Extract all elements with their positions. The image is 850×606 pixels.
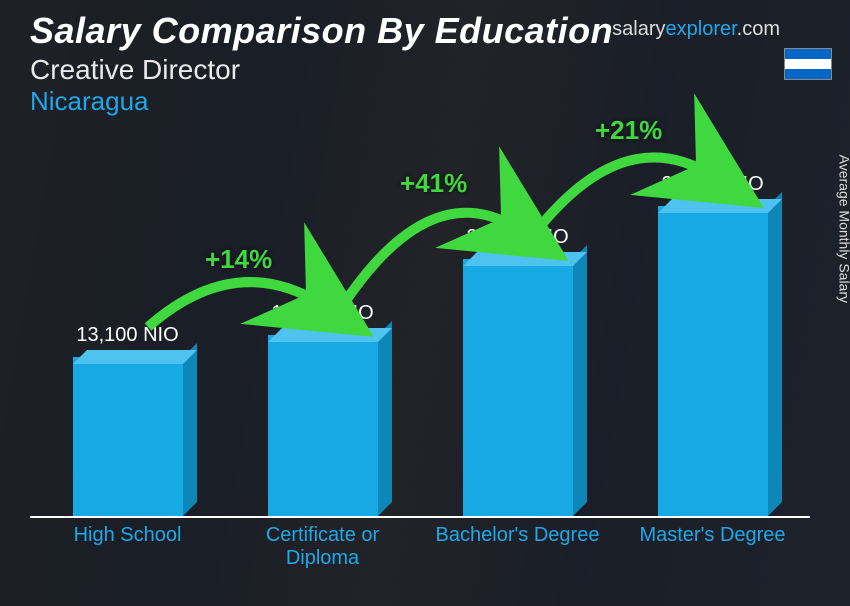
category-label: High School — [42, 520, 214, 576]
bar-chart: 13,100 NIO 14,900 NIO 21,100 NIO 25,500 … — [30, 150, 810, 576]
bar-side — [378, 321, 392, 516]
bar-side — [573, 245, 587, 516]
jump-label: +14% — [205, 244, 272, 275]
jump-label: +41% — [400, 168, 467, 199]
site-prefix: salary — [612, 18, 665, 40]
bar-front — [73, 357, 183, 516]
bar-side — [768, 192, 782, 516]
site-watermark: salaryexplorer.com — [612, 18, 780, 41]
x-axis-baseline — [30, 516, 810, 518]
site-suffix: .com — [737, 18, 780, 40]
flag-icon — [784, 48, 832, 80]
jump-label: +21% — [595, 115, 662, 146]
category-label: Bachelor's Degree — [432, 520, 604, 576]
category-label: Certificate or Diploma — [237, 520, 409, 576]
category-label: Master's Degree — [627, 520, 799, 576]
jump-arc — [498, 81, 753, 274]
y-axis-label: Average Monthly Salary — [836, 155, 850, 303]
categories-row: High School Certificate or Diploma Bachelo… — [30, 520, 810, 576]
site-mid: explorer — [666, 18, 737, 40]
